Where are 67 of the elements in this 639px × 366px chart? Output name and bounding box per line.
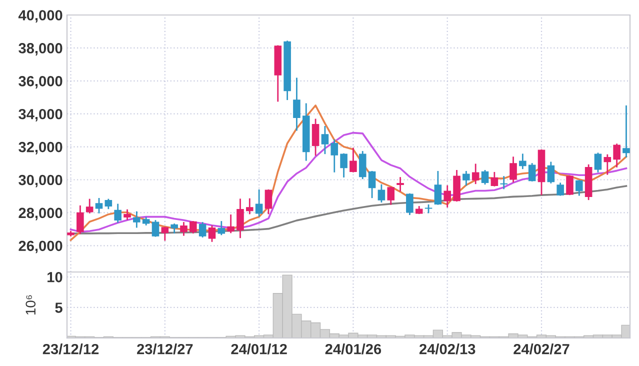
candlestick [358,151,366,180]
candlestick [321,126,329,154]
candlestick [190,221,197,234]
candlestick [594,152,602,172]
candlestick [227,214,234,234]
candlestick [368,170,376,198]
y-tick-label: 5 [55,302,62,313]
candlestick [208,225,216,242]
candlestick [406,193,414,216]
y-tick-label: 10 [48,272,62,282]
candlestick [387,186,395,205]
candlestick [462,170,470,186]
x-tick-label: 24/02/13 [419,344,476,354]
candlestick [293,78,300,131]
candlestick [340,153,348,178]
candlestick [528,163,536,182]
candlestick [576,180,583,196]
y-tick-label: 40,000 [18,10,62,23]
candlestick [350,148,357,172]
candlestick [312,118,320,156]
candlestick [556,182,564,196]
candlestick [434,170,442,205]
candlestick [76,205,84,234]
candlestick [510,156,517,182]
y-axis-title: 10⁶ [26,295,36,315]
x-tick-label: 24/02/27 [514,344,570,354]
candlestick [161,226,169,241]
candlestick [246,198,254,214]
candlestick [566,175,574,196]
candlestick [133,211,140,228]
candlestick [613,144,620,168]
candlestick [622,105,630,158]
candlestick [500,176,508,190]
y-tick-label: 26,000 [18,240,62,254]
candlestick [264,189,272,214]
candlestick [378,184,386,203]
x-tick-label: 24/01/12 [231,344,287,354]
candlestick [547,162,555,184]
candlestick [255,189,263,217]
line-series [70,104,628,241]
x-tick-label: 23/12/12 [42,344,99,354]
y-tick-label: 28,000 [18,208,62,220]
candlestick [236,198,244,238]
candlestick [330,139,338,172]
candlestick [180,222,188,236]
candlestick [481,170,489,185]
x-tick-label: 23/12/27 [137,344,193,354]
candlestick [490,172,498,186]
candlestick [95,198,103,214]
candlestick [152,220,160,237]
candlestick [604,154,612,175]
candlestick [124,209,131,220]
y-tick-label: 38,000 [18,43,62,56]
candlestick [86,198,94,214]
candlestick [218,221,226,236]
candlestick [396,177,404,192]
x-tick-label: 24/01/26 [325,344,382,354]
y-tick-label: 30,000 [18,174,62,188]
candlestick [198,222,206,238]
line-series [70,132,628,233]
y-tick-label: 32,000 [18,142,62,154]
candlestick [114,204,122,223]
candlestick [444,185,451,208]
y-tick-label: 34,000 [18,108,62,122]
y-tick-label: 36,000 [18,76,62,88]
candlestick [519,154,526,170]
candlestick [472,164,480,184]
